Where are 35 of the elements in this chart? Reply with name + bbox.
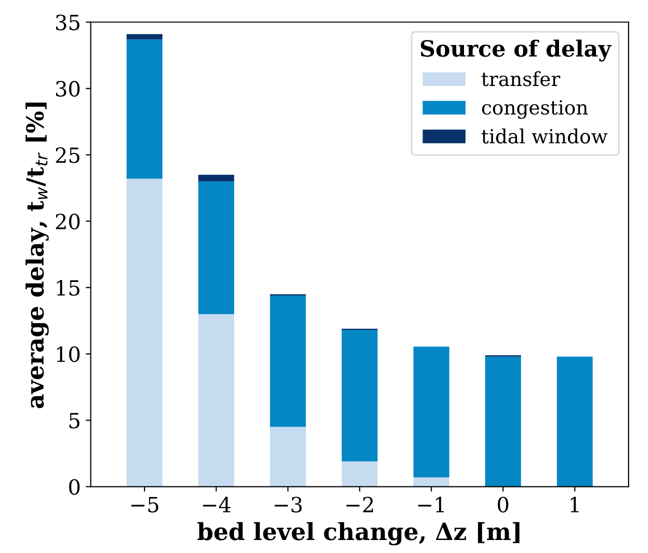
bar bbox=[198, 181, 234, 314]
bar bbox=[126, 39, 162, 179]
y-tick-label: 10 bbox=[57, 346, 80, 362]
bar bbox=[126, 178, 162, 487]
bar bbox=[342, 461, 378, 487]
bar bbox=[270, 426, 306, 487]
bar bbox=[270, 296, 306, 427]
bar bbox=[485, 356, 521, 487]
legend-label: congestion bbox=[482, 100, 588, 119]
legend-label: tidal window bbox=[482, 128, 608, 144]
y-tick-label: 0 bbox=[69, 479, 80, 495]
bar bbox=[342, 330, 378, 462]
bar bbox=[126, 34, 162, 40]
bar bbox=[556, 356, 593, 487]
bar bbox=[198, 314, 234, 487]
bar bbox=[413, 346, 450, 478]
x-axis-title: bed level change, Δz [m] bbox=[197, 522, 520, 546]
bar bbox=[413, 477, 450, 487]
y-axis-title: average delay, t$_{w}$/t$_{tr}$ [%] bbox=[26, 102, 49, 408]
x-tick-label: 0 bbox=[498, 496, 508, 512]
legend-title: Source of delay bbox=[420, 40, 612, 62]
y-tick-label: 5 bbox=[70, 413, 80, 428]
bar bbox=[198, 174, 234, 182]
legend-label: transfer bbox=[482, 71, 560, 86]
x-tick-label: −3 bbox=[274, 496, 302, 512]
y-tick-label: 20 bbox=[56, 214, 80, 230]
y-tick-label: 15 bbox=[57, 280, 80, 296]
x-tick-label: −1 bbox=[418, 496, 444, 512]
x-tick-label: −4 bbox=[203, 496, 231, 512]
y-tick-label: 25 bbox=[56, 147, 80, 164]
x-tick-label: 1 bbox=[570, 496, 578, 512]
y-tick-label: 35 bbox=[56, 14, 80, 30]
x-tick-label: −2 bbox=[346, 496, 373, 512]
y-tick-label: 30 bbox=[56, 80, 80, 97]
x-tick-label: −5 bbox=[131, 497, 158, 512]
